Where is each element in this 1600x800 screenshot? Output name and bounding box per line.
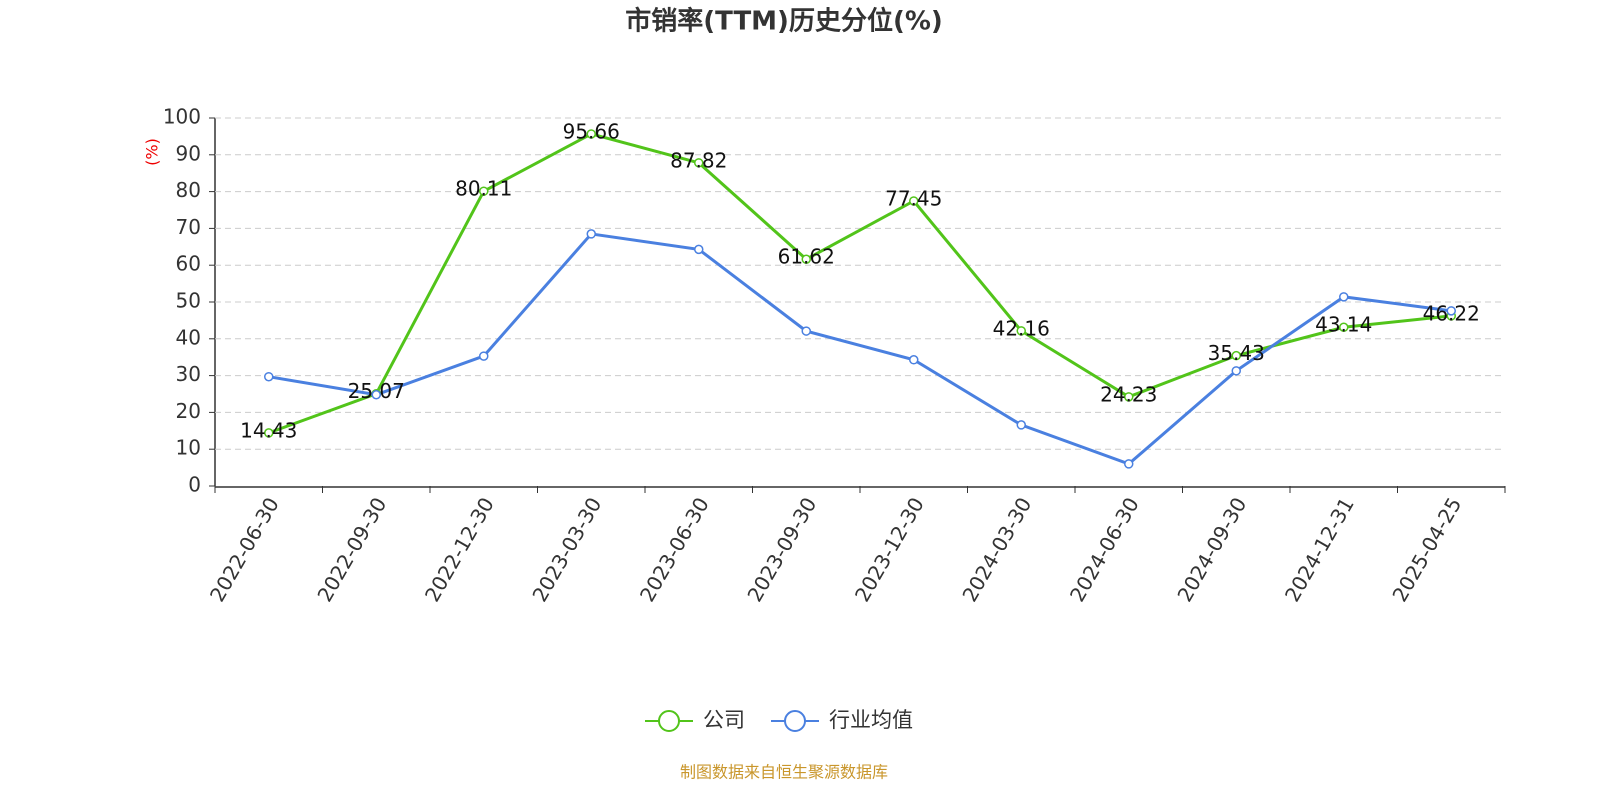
y-tick-label: 100 xyxy=(163,105,201,129)
data-point xyxy=(479,186,489,196)
data-label: 43.14 xyxy=(1315,313,1372,337)
x-tick-label: 2024-03-30 xyxy=(957,493,1036,606)
data-label: 80.11 xyxy=(455,177,512,201)
y-tick-label: 70 xyxy=(176,215,201,239)
legend-label: 公司 xyxy=(703,708,745,732)
series-line xyxy=(268,232,1452,466)
data-label: 35.43 xyxy=(1208,341,1265,365)
y-tick-label: 40 xyxy=(176,325,201,349)
y-tick-label: 10 xyxy=(176,436,201,460)
data-point xyxy=(264,428,274,438)
data-point xyxy=(694,158,704,168)
y-tick-label: 60 xyxy=(176,252,201,276)
x-tick-label: 2024-09-30 xyxy=(1172,493,1251,606)
x-tick-label: 2022-06-30 xyxy=(205,493,284,606)
data-label: 14.43 xyxy=(240,418,297,442)
legend-marker xyxy=(658,710,680,732)
data-point xyxy=(1016,326,1026,336)
x-tick-label: 2022-09-30 xyxy=(312,493,391,606)
x-tick-label: 2025-04-25 xyxy=(1387,493,1466,606)
y-tick-label: 80 xyxy=(176,178,201,202)
data-label: 61.62 xyxy=(778,245,835,269)
data-point xyxy=(1339,292,1349,302)
data-point xyxy=(1016,420,1026,430)
data-point xyxy=(801,326,811,336)
data-point xyxy=(479,351,489,361)
x-tick-label: 2024-12-31 xyxy=(1280,493,1359,606)
data-label: 95.66 xyxy=(563,119,620,143)
data-point xyxy=(1339,322,1349,332)
x-tick-label: 2023-09-30 xyxy=(742,493,821,606)
data-point xyxy=(586,229,596,239)
y-tick-label: 90 xyxy=(176,141,201,165)
x-tick-label: 2023-06-30 xyxy=(635,493,714,606)
data-point xyxy=(909,355,919,365)
data-point xyxy=(371,389,381,400)
legend-marker xyxy=(784,710,806,732)
series-line xyxy=(268,132,1452,435)
source-note: 制图数据来自恒生聚源数据库 xyxy=(680,763,888,782)
data-label: 24.23 xyxy=(1100,382,1157,406)
data-point xyxy=(801,254,811,264)
data-label: 42.16 xyxy=(993,316,1050,340)
data-point xyxy=(1124,392,1134,402)
x-tick-label: 2023-03-30 xyxy=(527,493,606,606)
data-label: 77.45 xyxy=(885,186,942,210)
y-tick-label: 50 xyxy=(176,289,201,313)
data-point xyxy=(694,244,704,255)
x-tick-label: 2023-12-30 xyxy=(850,493,929,606)
data-point xyxy=(1231,350,1241,361)
data-point xyxy=(1446,306,1456,316)
x-tick-label: 2022-12-30 xyxy=(420,493,499,606)
x-tick-label: 2024-06-30 xyxy=(1065,493,1144,606)
data-point xyxy=(264,371,274,382)
y-tick-label: 0 xyxy=(188,473,201,497)
data-point xyxy=(1124,459,1134,469)
y-tick-label: 20 xyxy=(176,399,201,423)
data-point xyxy=(586,129,596,139)
y-axis-label: (%) xyxy=(143,138,162,166)
data-point xyxy=(909,196,919,206)
data-label: 87.82 xyxy=(670,148,727,172)
chart-title: 市销率(TTM)历史分位(%) xyxy=(625,6,943,37)
legend-label: 行业均值 xyxy=(829,708,913,732)
y-tick-label: 30 xyxy=(176,362,201,386)
data-point xyxy=(1231,366,1241,376)
